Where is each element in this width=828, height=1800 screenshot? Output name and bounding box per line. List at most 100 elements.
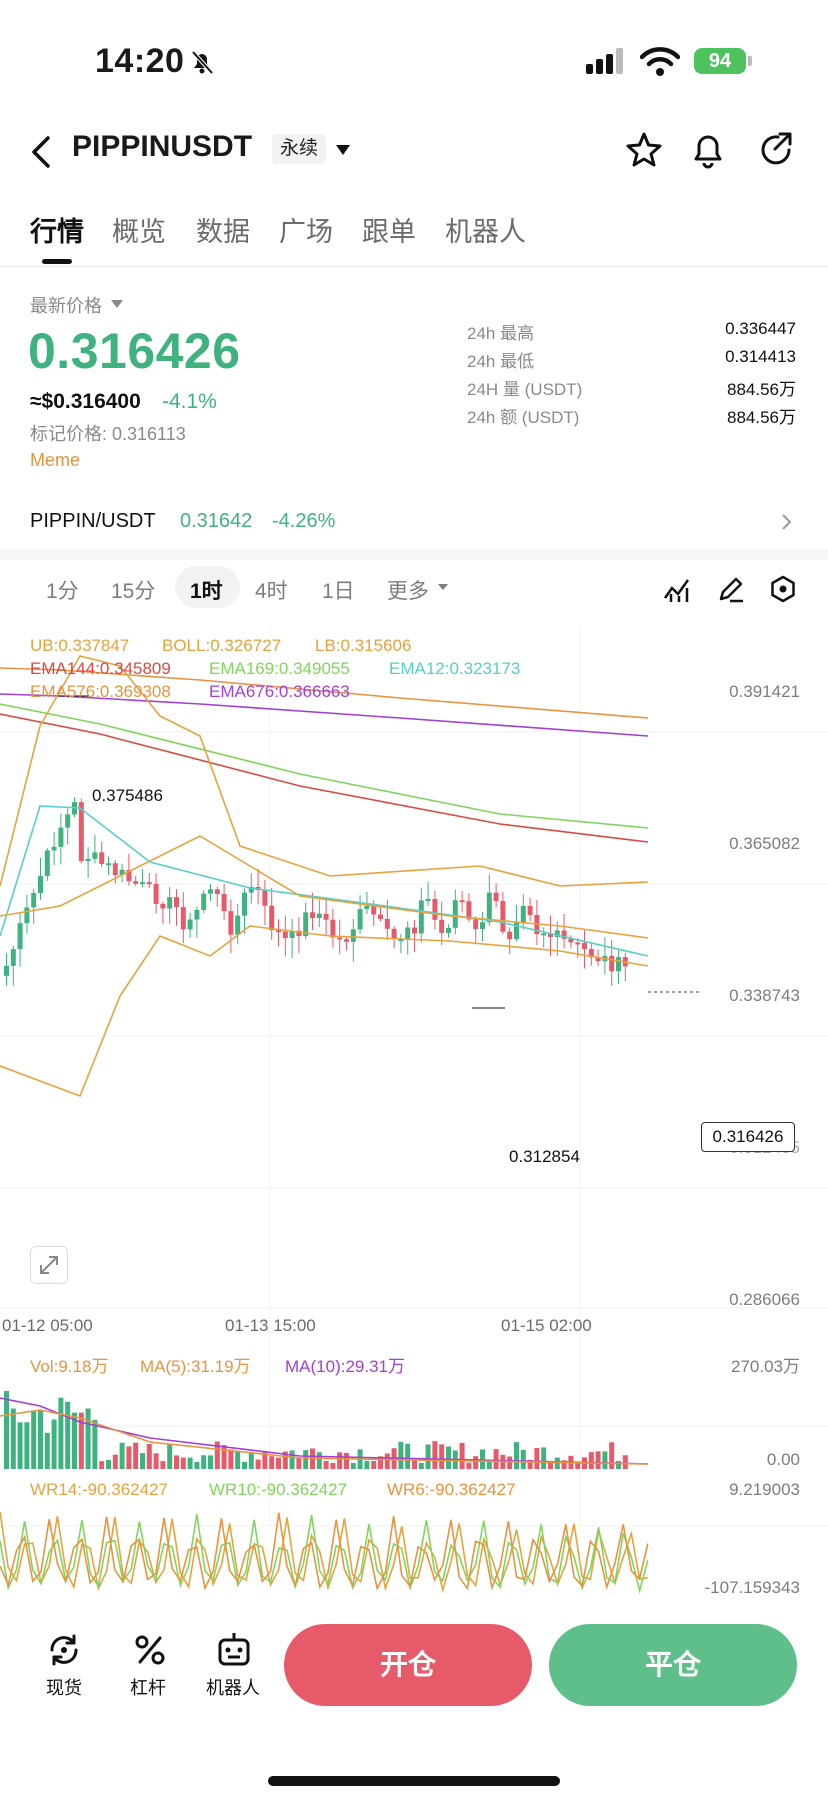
more-caret-icon[interactable] xyxy=(437,582,449,592)
kline-chart-canvas[interactable] xyxy=(0,626,828,1596)
timeframe-4h[interactable]: 4时 xyxy=(255,580,288,603)
legend-vol-ma5: MA(5):31.19万 xyxy=(140,1357,251,1376)
candle-body xyxy=(357,909,363,930)
mark-price: 标记价格: 0.316113 xyxy=(30,424,186,444)
candle-body xyxy=(337,937,343,940)
tab-data[interactable]: 数据 xyxy=(196,217,250,247)
tab-bot[interactable]: 机器人 xyxy=(445,217,526,247)
volume-bar xyxy=(72,1412,77,1469)
legend-vol-ma10: MA(10):29.31万 xyxy=(285,1357,405,1376)
fullscreen-button[interactable] xyxy=(30,1246,68,1284)
nav-bot[interactable]: 机器人 xyxy=(206,1678,260,1698)
candle-body xyxy=(160,903,166,909)
candle-body xyxy=(289,930,295,939)
volume-bar xyxy=(180,1457,186,1469)
volume-bar xyxy=(384,1453,390,1469)
candle-body xyxy=(575,942,581,945)
candle-body xyxy=(391,928,397,940)
tab-copy-trade[interactable]: 跟单 xyxy=(362,217,416,247)
volume-bar xyxy=(146,1443,152,1469)
candle-body xyxy=(303,912,309,937)
dropdown-caret-icon[interactable] xyxy=(334,142,352,158)
volume-bar xyxy=(480,1449,485,1469)
candle-body xyxy=(262,890,268,906)
candle-body xyxy=(248,887,254,893)
volume-bar xyxy=(473,1456,479,1469)
volume-bar xyxy=(609,1442,615,1469)
open-position-button[interactable]: 开仓 xyxy=(284,1624,532,1706)
volume-bar xyxy=(4,1390,9,1469)
legend-boll-lb: LB:0.315606 xyxy=(315,636,412,655)
back-arrow-icon[interactable] xyxy=(28,134,56,170)
volume-bar xyxy=(24,1422,30,1469)
robot-icon[interactable] xyxy=(216,1630,252,1668)
candle-body xyxy=(432,899,438,920)
tab-market[interactable]: 行情 xyxy=(30,217,84,247)
price-type-caret-icon[interactable] xyxy=(110,298,124,310)
timeframe-1m[interactable]: 1分 xyxy=(46,580,79,603)
chevron-right-icon[interactable] xyxy=(780,512,794,532)
mute-bell-icon xyxy=(191,50,214,75)
alert-bell-icon[interactable] xyxy=(688,130,728,170)
timeframe-1h[interactable]: 1时 xyxy=(190,580,223,603)
vol-axis-tick: 0.00 xyxy=(766,1450,800,1469)
boll-lower-line xyxy=(0,925,649,1098)
wr14-line xyxy=(0,1511,648,1594)
ema676-line xyxy=(0,693,649,737)
leverage-icon[interactable] xyxy=(132,1632,168,1668)
volume-bar xyxy=(412,1459,417,1469)
spot-icon[interactable] xyxy=(46,1632,82,1668)
spot-pair-name[interactable]: PIPPIN/USDT xyxy=(30,510,156,532)
volume-bar xyxy=(201,1455,207,1469)
candle-body xyxy=(112,863,118,876)
volume-bar xyxy=(378,1456,383,1469)
tab-square[interactable]: 广场 xyxy=(279,217,333,247)
price-axis-tick: 0.338743 xyxy=(729,986,800,1005)
category-tag[interactable]: Meme xyxy=(30,450,81,470)
volume-bar xyxy=(167,1443,173,1469)
share-icon[interactable] xyxy=(756,130,796,170)
nav-spot[interactable]: 现货 xyxy=(46,1678,82,1698)
volume-bar xyxy=(17,1422,23,1469)
low-price-marker: 0.312854 xyxy=(509,1147,580,1166)
close-position-button[interactable]: 平仓 xyxy=(549,1624,797,1706)
indicator-icon[interactable] xyxy=(662,574,692,604)
candle-body xyxy=(106,863,111,866)
candle-body xyxy=(554,930,560,937)
draw-pencil-icon[interactable] xyxy=(716,574,746,604)
volume-bar xyxy=(140,1453,145,1469)
spot-change: -4.26% xyxy=(272,510,336,532)
volume-bar xyxy=(588,1452,594,1469)
volume-bar xyxy=(85,1408,91,1469)
nav-leverage[interactable]: 杠杆 xyxy=(130,1678,166,1698)
last-price-label[interactable]: 最新价格 xyxy=(30,296,102,316)
home-indicator xyxy=(268,1776,560,1786)
contract-type-badge[interactable]: 永续 xyxy=(272,134,327,164)
candle-body xyxy=(609,955,615,972)
high-price-marker: 0.375486 xyxy=(92,786,163,805)
volume-bar xyxy=(527,1459,533,1469)
timeframe-1d[interactable]: 1日 xyxy=(322,580,355,603)
favorite-star-icon[interactable] xyxy=(624,130,664,170)
volume-bar xyxy=(174,1455,179,1469)
contract-symbol[interactable]: PIPPINUSDT xyxy=(72,130,253,163)
volume-bar xyxy=(371,1461,377,1469)
tab-overview[interactable]: 概览 xyxy=(112,217,166,247)
timeframe-15m[interactable]: 15分 xyxy=(111,580,156,603)
divider xyxy=(0,266,828,267)
volume-bar xyxy=(459,1442,465,1469)
volume-bar xyxy=(153,1453,159,1469)
legend-boll-mid: BOLL:0.326727 xyxy=(162,636,282,655)
legend-ema676: EMA676:0.366663 xyxy=(209,682,350,701)
candle-body xyxy=(412,927,417,934)
ema169-line xyxy=(0,703,649,829)
kline-chart[interactable] xyxy=(0,626,828,1596)
candle-body xyxy=(10,949,16,966)
stat-value-low: 0.314413 xyxy=(725,347,796,366)
candle-body xyxy=(99,852,105,864)
stat-value-volume: 884.56万 xyxy=(727,380,796,399)
candle-body xyxy=(364,906,370,910)
volume-bar xyxy=(323,1460,329,1469)
settings-hex-icon[interactable] xyxy=(768,574,798,604)
timeframe-more[interactable]: 更多 xyxy=(387,580,429,603)
